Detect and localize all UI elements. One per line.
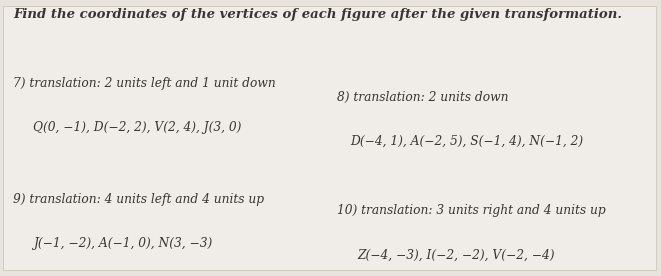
Text: 9) translation: 4 units left and 4 units up: 9) translation: 4 units left and 4 units… bbox=[13, 193, 264, 206]
Text: J(−1, −2), A(−1, 0), N(3, −3): J(−1, −2), A(−1, 0), N(3, −3) bbox=[33, 237, 212, 250]
Text: Q(0, −1), D(−2, 2), V(2, 4), J(3, 0): Q(0, −1), D(−2, 2), V(2, 4), J(3, 0) bbox=[33, 121, 241, 134]
Text: Find the coordinates of the vertices of each figure after the given transformati: Find the coordinates of the vertices of … bbox=[13, 8, 622, 21]
Text: 8) translation: 2 units down: 8) translation: 2 units down bbox=[337, 91, 508, 104]
Text: 10) translation: 3 units right and 4 units up: 10) translation: 3 units right and 4 uni… bbox=[337, 204, 606, 217]
Text: Z(−4, −3), I(−2, −2), V(−2, −4): Z(−4, −3), I(−2, −2), V(−2, −4) bbox=[357, 248, 555, 261]
Text: D(−4, 1), A(−2, 5), S(−1, 4), N(−1, 2): D(−4, 1), A(−2, 5), S(−1, 4), N(−1, 2) bbox=[350, 135, 584, 148]
Text: 7) translation: 2 units left and 1 unit down: 7) translation: 2 units left and 1 unit … bbox=[13, 77, 276, 90]
